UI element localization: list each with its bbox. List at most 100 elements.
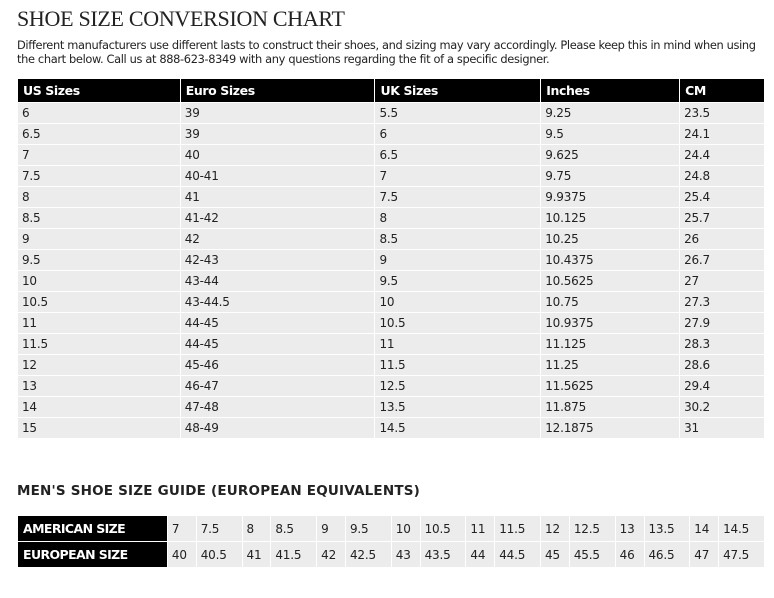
table-cell: 8.5 (374, 228, 542, 250)
table-row: 13 46-47 12.5 11.5625 29.4 (17, 375, 765, 397)
guide-cell: 40.5 (195, 541, 243, 568)
column-header: US Sizes (17, 78, 181, 103)
column-header: Euro Sizes (179, 78, 376, 103)
table-cell: 10.4375 (540, 249, 681, 271)
column-header: Inches (540, 78, 681, 103)
guide-cell: 40 (166, 541, 197, 568)
table-cell: 11.875 (540, 396, 681, 418)
intro-text: Different manufacturers use different la… (17, 38, 756, 66)
table-cell: 7 (17, 144, 181, 166)
table-cell: 24.4 (679, 144, 765, 166)
guide-title: MEN'S SHOE SIZE GUIDE (EUROPEAN EQUIVALE… (17, 483, 421, 499)
table-row: 12 45-46 11.5 11.25 28.6 (17, 354, 765, 376)
table-cell: 42 (179, 228, 376, 250)
table-row: 11.5 44-45 11 11.125 28.3 (17, 333, 765, 355)
size-guide-table: AMERICAN SIZE 7 7.5 8 8.5 9 9.5 10 10.5 11 11.5 12 1… (17, 515, 765, 568)
table-cell: 11.5 (374, 354, 542, 376)
column-header: UK Sizes (374, 78, 542, 103)
table-cell: 26 (679, 228, 765, 250)
guide-cell: 45.5 (568, 541, 616, 568)
table-cell: 11.25 (540, 354, 681, 376)
table-cell: 10.75 (540, 291, 681, 313)
table-cell: 8.5 (17, 207, 181, 229)
guide-row: EUROPEAN SIZE 40 40.5 41 41.5 42 42.5 43 43.5 44 4… (17, 541, 765, 568)
table-cell: 9.625 (540, 144, 681, 166)
table-row: 11 44-45 10.5 10.9375 27.9 (17, 312, 765, 334)
table-cell: 12 (17, 354, 181, 376)
table-cell: 42-43 (179, 249, 376, 271)
table-cell: 25.4 (679, 186, 765, 208)
table-cell: 5.5 (374, 102, 542, 124)
guide-cell: 13 (614, 515, 645, 542)
guide-cell: 7 (166, 515, 197, 542)
guide-cell: 44.5 (494, 541, 542, 568)
guide-row-label: AMERICAN SIZE (17, 515, 168, 542)
table-cell: 8 (374, 207, 542, 229)
table-row: 9 42 8.5 10.25 26 (17, 228, 765, 250)
guide-cell: 14.5 (718, 515, 765, 542)
table-cell: 31 (679, 417, 765, 439)
table-cell: 6.5 (374, 144, 542, 166)
table-cell: 24.8 (679, 165, 765, 187)
table-cell: 8 (17, 186, 181, 208)
table-cell: 6.5 (17, 123, 181, 145)
table-cell: 39 (179, 102, 376, 124)
table-cell: 10.125 (540, 207, 681, 229)
table-cell: 11.5625 (540, 375, 681, 397)
table-cell: 39 (179, 123, 376, 145)
table-cell: 29.4 (679, 375, 765, 397)
table-cell: 41-42 (179, 207, 376, 229)
table-row: 8.5 41-42 8 10.125 25.7 (17, 207, 765, 229)
table-cell: 10 (374, 291, 542, 313)
table-row: 7.5 40-41 7 9.75 24.8 (17, 165, 765, 187)
table-header-row: US Sizes Euro Sizes UK Sizes Inches CM (17, 78, 765, 103)
table-cell: 12.1875 (540, 417, 681, 439)
table-row: 15 48-49 14.5 12.1875 31 (17, 417, 765, 439)
table-row: 14 47-48 13.5 11.875 30.2 (17, 396, 765, 418)
guide-cell: 41 (241, 541, 272, 568)
column-header: CM (679, 78, 765, 103)
table-cell: 45-46 (179, 354, 376, 376)
table-cell: 11 (374, 333, 542, 355)
table-cell: 40-41 (179, 165, 376, 187)
table-cell: 10.25 (540, 228, 681, 250)
table-cell: 10.5 (17, 291, 181, 313)
table-cell: 44-45 (179, 312, 376, 334)
table-cell: 27.3 (679, 291, 765, 313)
table-cell: 9.75 (540, 165, 681, 187)
table-cell: 7.5 (17, 165, 181, 187)
guide-cell: 11 (465, 515, 496, 542)
guide-cell: 47.5 (718, 541, 765, 568)
guide-cell: 47 (689, 541, 720, 568)
table-cell: 11.5 (17, 333, 181, 355)
guide-cell: 46 (614, 541, 645, 568)
table-cell: 27 (679, 270, 765, 292)
table-cell: 9.5 (17, 249, 181, 271)
table-row: 6 39 5.5 9.25 23.5 (17, 102, 765, 124)
table-cell: 43-44 (179, 270, 376, 292)
table-cell: 10 (17, 270, 181, 292)
guide-cell: 9 (316, 515, 346, 542)
guide-cell: 11.5 (494, 515, 542, 542)
table-row: 6.5 39 6 9.5 24.1 (17, 123, 765, 145)
guide-cell: 43 (390, 541, 421, 568)
table-cell: 47-48 (179, 396, 376, 418)
guide-cell: 14 (689, 515, 720, 542)
table-cell: 46-47 (179, 375, 376, 397)
table-cell: 40 (179, 144, 376, 166)
guide-cell: 8 (241, 515, 272, 542)
table-cell: 24.1 (679, 123, 765, 145)
table-cell: 28.3 (679, 333, 765, 355)
table-row: 7 40 6.5 9.625 24.4 (17, 144, 765, 166)
table-cell: 14 (17, 396, 181, 418)
table-cell: 6 (374, 123, 542, 145)
table-cell: 15 (17, 417, 181, 439)
conversion-table: US Sizes Euro Sizes UK Sizes Inches CM 6 39 5.… (17, 78, 765, 439)
table-row: 8 41 7.5 9.9375 25.4 (17, 186, 765, 208)
table-cell: 44-45 (179, 333, 376, 355)
table-cell: 28.6 (679, 354, 765, 376)
table-cell: 9.9375 (540, 186, 681, 208)
guide-cell: 12 (540, 515, 570, 542)
table-cell: 43-44.5 (179, 291, 376, 313)
guide-cell: 10 (390, 515, 421, 542)
